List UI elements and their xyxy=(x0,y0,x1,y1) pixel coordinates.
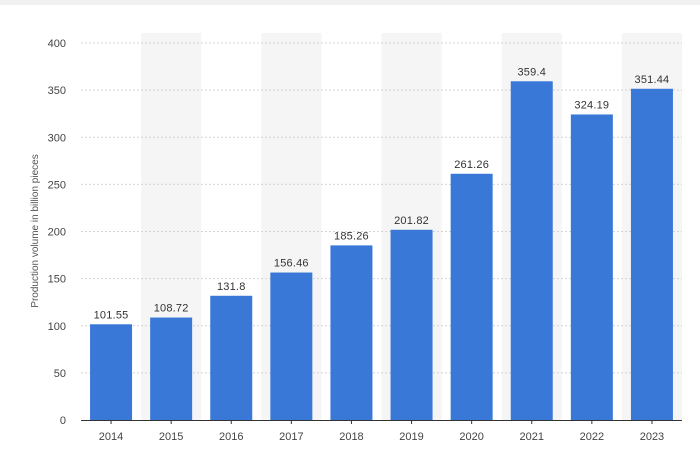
x-tick-label-2018: 2018 xyxy=(339,431,363,443)
x-tick-label-2021: 2021 xyxy=(520,431,544,443)
value-label-2014: 101.55 xyxy=(94,309,129,321)
y-tick-label: 50 xyxy=(54,368,66,380)
x-tick-label-2017: 2017 xyxy=(279,431,303,443)
y-tick-label: 350 xyxy=(48,85,66,97)
y-tick-label: 250 xyxy=(48,179,66,191)
y-tick-label: 400 xyxy=(48,38,66,50)
x-tick-label-2014: 2014 xyxy=(99,431,123,443)
x-tick-label-2019: 2019 xyxy=(399,431,423,443)
x-tick-label-2020: 2020 xyxy=(459,431,483,443)
value-labels: 101.55 108.72 131.8 156.46 185.26 201.82 261.2… xyxy=(94,66,670,321)
x-tick-label-2015: 2015 xyxy=(159,431,183,443)
top-border-strip xyxy=(0,0,700,5)
bar-2020[interactable] xyxy=(450,173,493,420)
y-tick-label: 100 xyxy=(48,321,66,333)
value-label-2020: 261.26 xyxy=(454,159,489,171)
bar-2014[interactable] xyxy=(90,324,133,420)
value-label-2022: 324.19 xyxy=(574,99,609,111)
y-tick-label: 200 xyxy=(48,227,66,239)
x-tick-label-2022: 2022 xyxy=(580,431,604,443)
axes: 0 50 100 150 200 250 300 350 400 2014 2015 2016 2017… xyxy=(48,38,682,443)
bar-2019[interactable] xyxy=(390,229,433,420)
bar-2022[interactable] xyxy=(570,114,613,420)
value-label-2023: 351.44 xyxy=(635,74,670,86)
x-tick-label-2023: 2023 xyxy=(640,431,664,443)
value-label-2018: 185.26 xyxy=(334,230,369,242)
bar-2017[interactable] xyxy=(270,272,313,420)
value-label-2015: 108.72 xyxy=(154,303,189,315)
value-label-2016: 131.8 xyxy=(217,281,246,293)
value-label-2017: 156.46 xyxy=(274,258,309,270)
bar-2023[interactable] xyxy=(630,88,673,421)
bar-2021[interactable] xyxy=(510,81,553,420)
y-tick-label: 150 xyxy=(48,274,66,286)
y-tick-label: 300 xyxy=(48,132,66,144)
y-tick-label: 0 xyxy=(60,415,66,427)
value-label-2021: 359.4 xyxy=(517,66,546,78)
bars xyxy=(90,81,673,421)
y-axis-title: Production volume in billion pieces xyxy=(30,154,41,307)
bar-2016[interactable] xyxy=(210,295,253,420)
bar-2015[interactable] xyxy=(150,317,193,420)
x-tick-label-2016: 2016 xyxy=(219,431,243,443)
bar-2018[interactable] xyxy=(330,245,373,420)
value-label-2019: 201.82 xyxy=(394,215,429,227)
